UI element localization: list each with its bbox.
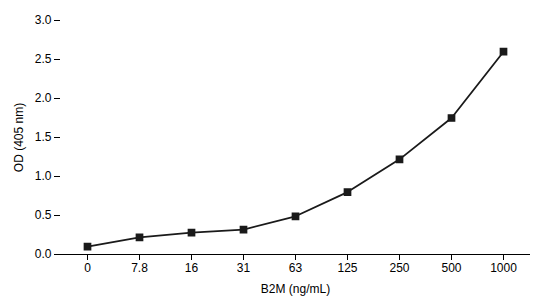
svg-text:1.0: 1.0 (35, 169, 52, 183)
svg-text:500: 500 (441, 261, 461, 275)
svg-text:2.0: 2.0 (35, 91, 52, 105)
svg-text:0.5: 0.5 (35, 208, 52, 222)
svg-text:31: 31 (237, 261, 251, 275)
svg-text:7.8: 7.8 (131, 261, 148, 275)
svg-text:16: 16 (185, 261, 199, 275)
svg-text:2.5: 2.5 (35, 52, 52, 66)
svg-text:250: 250 (389, 261, 409, 275)
svg-text:0.0: 0.0 (35, 247, 52, 261)
svg-text:63: 63 (289, 261, 303, 275)
svg-text:1000: 1000 (490, 261, 517, 275)
svg-text:0: 0 (84, 261, 91, 275)
svg-text:B2M (ng/mL): B2M (ng/mL) (261, 282, 330, 296)
svg-text:125: 125 (337, 261, 357, 275)
svg-text:OD (405 nm): OD (405 nm) (12, 103, 26, 172)
svg-text:1.5: 1.5 (35, 130, 52, 144)
svg-text:3.0: 3.0 (35, 13, 52, 27)
